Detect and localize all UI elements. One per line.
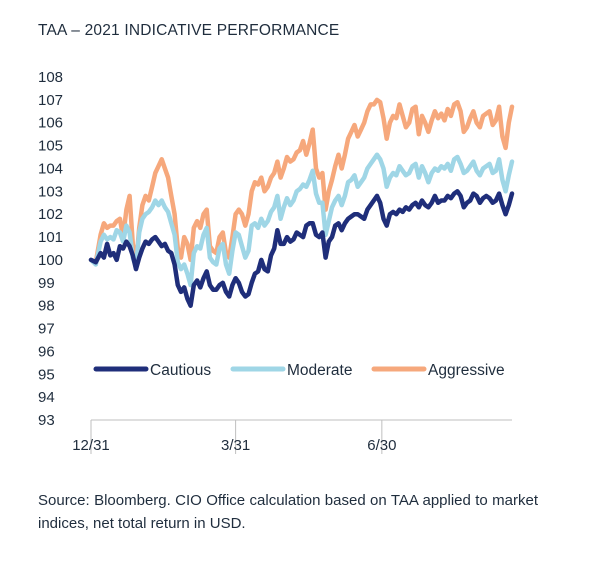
legend-label: Cautious: [150, 362, 211, 379]
legend-item-moderate: Moderate: [230, 362, 352, 379]
y-tick-label: 101: [38, 229, 63, 246]
y-tick-label: 107: [38, 92, 63, 109]
legend-item-aggressive: Aggressive: [371, 362, 505, 379]
chart-legend: Cautious Moderate Aggressive: [93, 362, 505, 379]
y-tick-label: 106: [38, 115, 63, 132]
line-chart: 93 94 95 96 97 98 99 100 101 102 103 104 105 106 107 10…: [38, 69, 515, 454]
y-tick-label: 104: [38, 160, 63, 177]
y-tick-label: 102: [38, 206, 63, 223]
y-tick-label: 105: [38, 138, 63, 155]
y-tick-label: 93: [38, 412, 55, 429]
y-tick-label: 108: [38, 69, 63, 86]
legend-label: Aggressive: [428, 362, 505, 379]
legend-label: Moderate: [287, 362, 352, 379]
chart-title: TAA – 2021 INDICATIVE PERFORMANCE: [38, 22, 340, 39]
y-tick-label: 98: [38, 298, 55, 315]
y-tick-label: 100: [38, 252, 63, 269]
y-tick-label: 99: [38, 275, 55, 292]
y-tick-label: 95: [38, 366, 55, 383]
y-axis-ticks: 93 94 95 96 97 98 99 100 101 102 103 104 105 106 107 10…: [38, 69, 63, 429]
x-tick-label: 3/31: [221, 437, 250, 454]
x-tick-label: 6/30: [367, 437, 396, 454]
series-line-moderate: [88, 152, 515, 288]
y-tick-label: 96: [38, 343, 55, 360]
series-lines: [88, 97, 515, 308]
y-tick-label: 103: [38, 183, 63, 200]
y-tick-label: 94: [38, 389, 55, 406]
x-tick-label: 12/31: [72, 437, 110, 454]
y-tick-label: 97: [38, 321, 55, 338]
series-line-cautious: [88, 189, 515, 308]
series-line-aggressive: [88, 97, 515, 267]
legend-item-cautious: Cautious: [93, 362, 211, 379]
source-note: Source: Bloomberg. CIO Office calculatio…: [38, 492, 538, 532]
x-axis-ticks: 12/31 3/31 6/30: [72, 420, 396, 454]
